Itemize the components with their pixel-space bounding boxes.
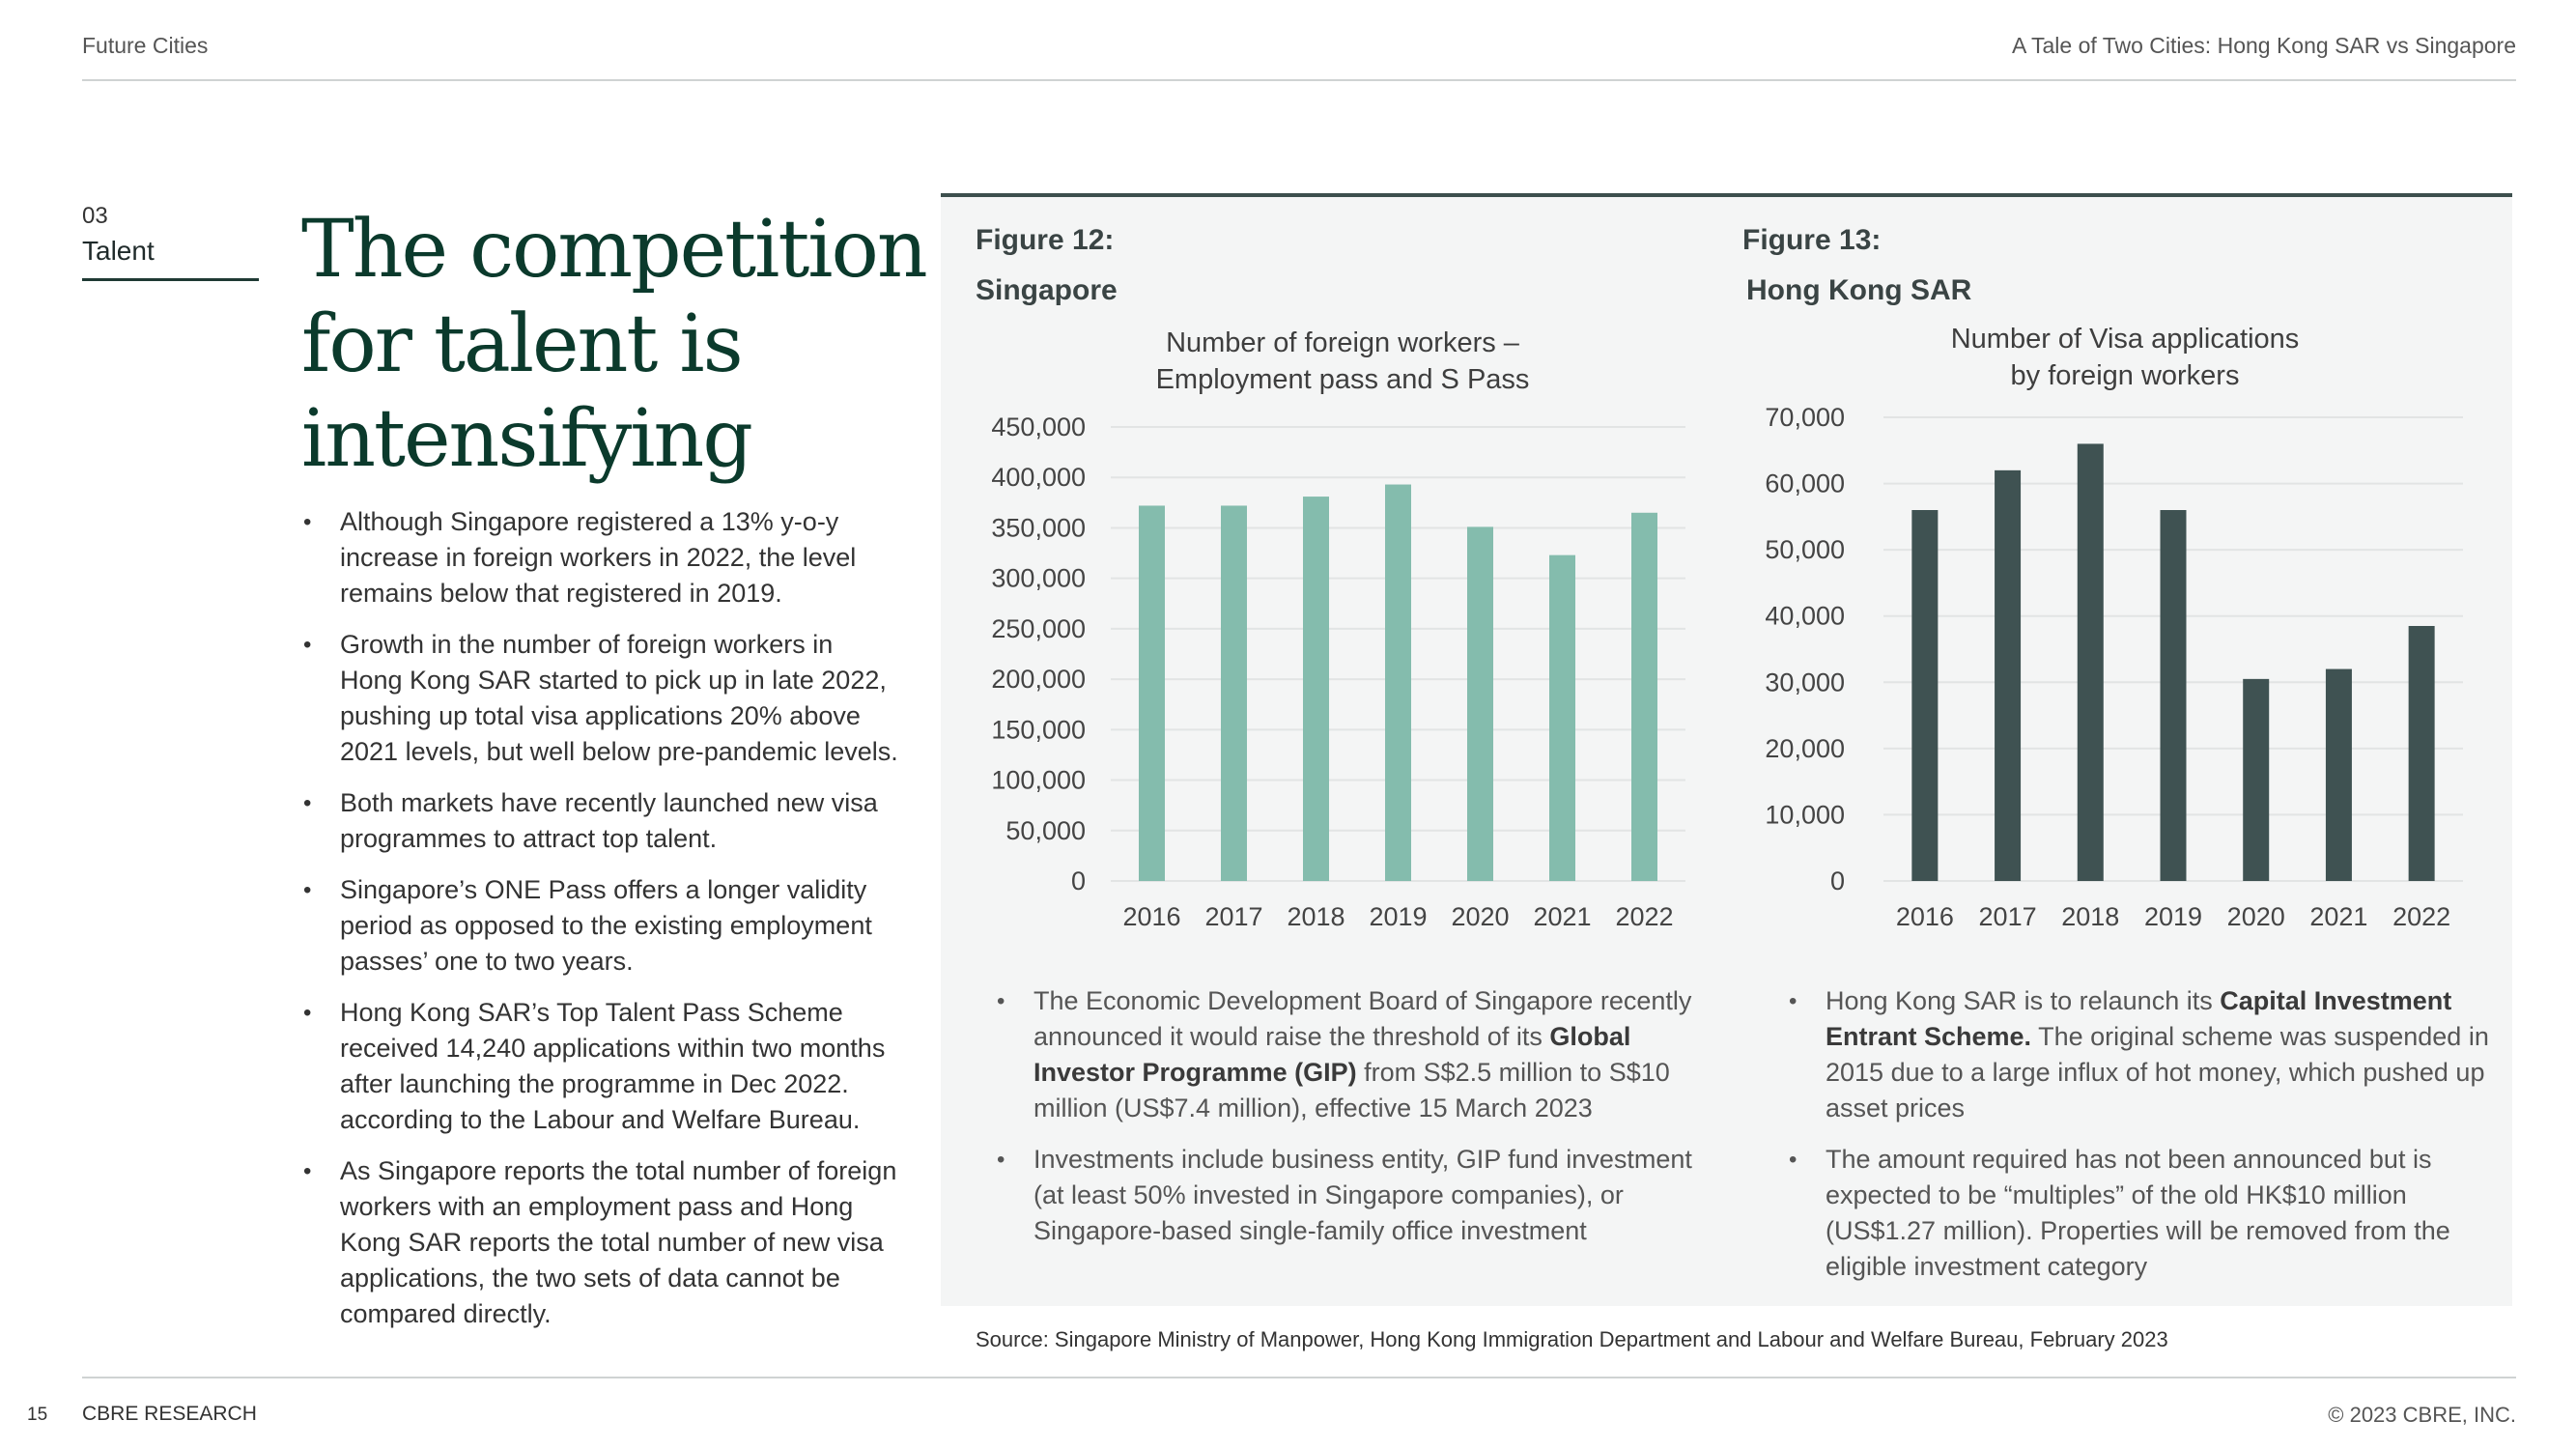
source-note: Source: Singapore Ministry of Manpower, … — [976, 1327, 2168, 1351]
y-tick-label: 60,000 — [1765, 469, 1845, 498]
list-item: The Economic Development Board of Singap… — [995, 983, 1700, 1126]
x-tick-label: 2020 — [2227, 902, 2285, 931]
figure-12-subtitle: Singapore — [976, 274, 1118, 306]
y-tick-label: 50,000 — [1005, 816, 1086, 845]
bar — [1221, 505, 1247, 881]
y-tick-label: 150,000 — [991, 715, 1086, 744]
footer-divider — [82, 1377, 2516, 1378]
x-tick-label: 2022 — [2392, 902, 2450, 931]
chart-title-line: Number of foreign workers – — [1166, 327, 1519, 358]
hong-kong-visa-applications-chart: 0 10,000 20,000 30,000 40,000 50,000 60,000 70,… — [1765, 403, 2463, 931]
bar — [1303, 497, 1329, 881]
header-report-name: Future Cities — [82, 33, 209, 58]
section-name: Talent — [82, 236, 155, 266]
chart-title-line: by foreign workers — [2010, 360, 2240, 391]
figure-13-label: Figure 13: — [1742, 224, 1882, 256]
title-line: for talent is — [301, 298, 744, 390]
bar — [2408, 626, 2435, 881]
x-tick-label: 2022 — [1615, 902, 1673, 931]
y-tick-label: 350,000 — [991, 513, 1086, 542]
list-item: Although Singapore registered a 13% y-o-… — [301, 504, 900, 611]
x-tick-label: 2021 — [1533, 902, 1591, 931]
bar — [1549, 554, 1575, 881]
list-item: The amount required has not been announc… — [1787, 1142, 2502, 1285]
bar — [2160, 510, 2187, 881]
x-tick-label: 2019 — [2144, 902, 2202, 931]
x-tick-label: 2018 — [1287, 902, 1345, 931]
list-item: Hong Kong SAR’s Top Talent Pass Scheme r… — [301, 995, 900, 1138]
list-item: Growth in the number of foreign workers … — [301, 627, 900, 770]
y-tick-label: 400,000 — [991, 463, 1086, 492]
y-tick-label: 200,000 — [991, 665, 1086, 694]
section-underline — [82, 278, 259, 281]
page-title: The competition for talent is intensifyi… — [301, 203, 928, 487]
list-item: Investments include business entity, GIP… — [995, 1142, 1700, 1249]
chart-title-line: Employment pass and S Pass — [1155, 364, 1530, 395]
figure-12-chart-title: Number of foreign workers – Employment p… — [1072, 325, 1613, 398]
y-tick-label: 30,000 — [1765, 668, 1845, 696]
y-tick-label: 450,000 — [991, 412, 1086, 441]
hong-kong-notes-list: Hong Kong SAR is to relaunch its Capital… — [1787, 983, 2502, 1300]
figure-13-subtitle: Hong Kong SAR — [1746, 274, 1972, 306]
bar — [1631, 512, 1657, 881]
figure-13-chart-title: Number of Visa applications by foreign w… — [1835, 321, 2415, 394]
y-tick-label: 20,000 — [1765, 734, 1845, 763]
y-tick-label: 10,000 — [1765, 800, 1845, 829]
footer-copyright: © 2023 CBRE, INC. — [2328, 1403, 2516, 1427]
section-number: 03 — [82, 203, 108, 229]
page-number: 15 — [27, 1405, 48, 1425]
title-line: intensifying — [301, 393, 753, 485]
y-tick-label: 300,000 — [991, 564, 1086, 593]
footer-publisher: CBRE RESEARCH — [82, 1403, 257, 1425]
y-tick-label: 250,000 — [991, 614, 1086, 643]
y-tick-label: 100,000 — [991, 766, 1086, 795]
key-points-list: Although Singapore registered a 13% y-o-… — [301, 504, 900, 1348]
x-tick-label: 2021 — [2309, 902, 2367, 931]
y-tick-label: 40,000 — [1765, 602, 1845, 631]
bar — [2077, 443, 2104, 881]
x-tick-label: 2016 — [1896, 902, 1954, 931]
bar — [2325, 668, 2352, 881]
bar — [1467, 526, 1493, 881]
singapore-notes-list: The Economic Development Board of Singap… — [995, 983, 1700, 1264]
header-report-title: A Tale of Two Cities: Hong Kong SAR vs S… — [2011, 33, 2516, 58]
figure-12-label: Figure 12: — [976, 224, 1115, 256]
y-tick-label: 0 — [1830, 867, 1845, 895]
x-tick-label: 2016 — [1122, 902, 1180, 931]
bar — [1995, 469, 2022, 881]
bar — [2243, 678, 2270, 881]
list-item: As Singapore reports the total number of… — [301, 1153, 900, 1332]
x-tick-label: 2018 — [2061, 902, 2119, 931]
x-tick-label: 2017 — [1204, 902, 1262, 931]
bar — [1139, 505, 1165, 881]
bar — [1385, 484, 1411, 881]
list-item: Hong Kong SAR is to relaunch its Capital… — [1787, 983, 2502, 1126]
x-tick-label: 2020 — [1451, 902, 1509, 931]
list-item: Singapore’s ONE Pass offers a longer val… — [301, 872, 900, 980]
title-line: The competition — [301, 204, 928, 296]
header-divider — [82, 79, 2516, 81]
y-tick-label: 70,000 — [1765, 403, 1845, 432]
chart-title-line: Number of Visa applications — [1950, 324, 2300, 355]
x-tick-label: 2017 — [1979, 902, 2037, 931]
y-tick-label: 50,000 — [1765, 535, 1845, 564]
x-tick-label: 2019 — [1369, 902, 1427, 931]
y-tick-label: 0 — [1071, 867, 1086, 895]
singapore-foreign-workers-chart: 0 50,000 100,000 150,000 200,000 250,000 300,0… — [991, 412, 1685, 931]
bar — [1911, 510, 1939, 881]
list-item: Both markets have recently launched new … — [301, 785, 900, 857]
